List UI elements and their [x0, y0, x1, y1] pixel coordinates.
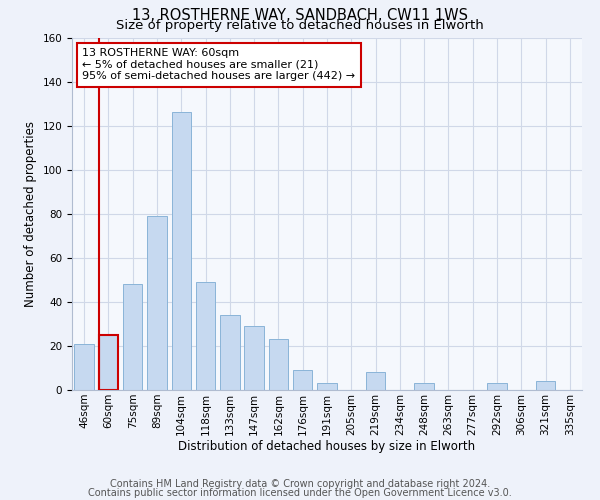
X-axis label: Distribution of detached houses by size in Elworth: Distribution of detached houses by size … — [178, 440, 476, 454]
Bar — [220, 315, 239, 390]
Bar — [196, 282, 215, 390]
Text: Contains public sector information licensed under the Open Government Licence v3: Contains public sector information licen… — [88, 488, 512, 498]
Bar — [99, 335, 118, 390]
Bar — [244, 326, 264, 390]
Y-axis label: Number of detached properties: Number of detached properties — [24, 120, 37, 306]
Bar — [269, 340, 288, 390]
Bar — [147, 216, 167, 390]
Bar — [487, 384, 507, 390]
Bar — [293, 370, 313, 390]
Bar — [123, 284, 142, 390]
Text: 13, ROSTHERNE WAY, SANDBACH, CW11 1WS: 13, ROSTHERNE WAY, SANDBACH, CW11 1WS — [132, 8, 468, 22]
Text: Contains HM Land Registry data © Crown copyright and database right 2024.: Contains HM Land Registry data © Crown c… — [110, 479, 490, 489]
Bar — [366, 372, 385, 390]
Bar — [317, 384, 337, 390]
Bar — [172, 112, 191, 390]
Text: 13 ROSTHERNE WAY: 60sqm
← 5% of detached houses are smaller (21)
95% of semi-det: 13 ROSTHERNE WAY: 60sqm ← 5% of detached… — [82, 48, 355, 82]
Bar — [415, 384, 434, 390]
Bar — [74, 344, 94, 390]
Text: Size of property relative to detached houses in Elworth: Size of property relative to detached ho… — [116, 18, 484, 32]
Bar — [536, 381, 555, 390]
